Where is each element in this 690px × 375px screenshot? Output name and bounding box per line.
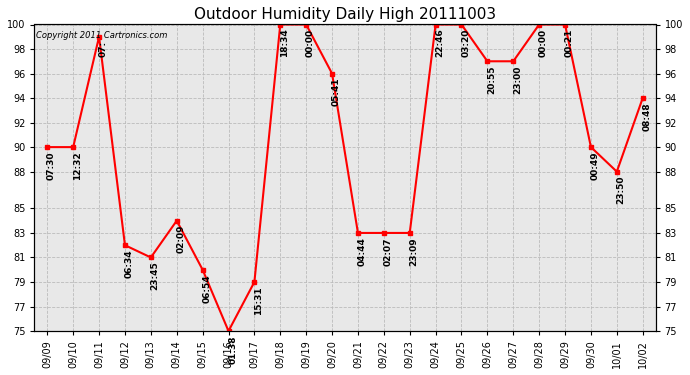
- Text: 07:: 07:: [99, 41, 108, 57]
- Title: Outdoor Humidity Daily High 20111003: Outdoor Humidity Daily High 20111003: [194, 7, 496, 22]
- Text: 00:21: 00:21: [564, 28, 573, 57]
- Text: 07:30: 07:30: [47, 151, 56, 180]
- Text: 00:00: 00:00: [306, 28, 315, 57]
- Text: 08:48: 08:48: [642, 102, 651, 131]
- Text: 02:09: 02:09: [177, 225, 186, 254]
- Text: 02:07: 02:07: [384, 237, 393, 266]
- Text: 06:34: 06:34: [125, 249, 134, 278]
- Text: 03:20: 03:20: [461, 28, 470, 57]
- Text: 01:38: 01:38: [228, 335, 237, 364]
- Text: Copyright 2011 Cartronics.com: Copyright 2011 Cartronics.com: [36, 31, 167, 40]
- Text: 23:50: 23:50: [616, 176, 626, 204]
- Text: 22:46: 22:46: [435, 28, 444, 57]
- Text: 04:44: 04:44: [357, 237, 366, 266]
- Text: 18:34: 18:34: [280, 28, 289, 57]
- Text: 23:45: 23:45: [150, 262, 159, 290]
- Text: 23:00: 23:00: [513, 66, 522, 94]
- Text: 15:31: 15:31: [254, 286, 263, 315]
- Text: 00:49: 00:49: [591, 151, 600, 180]
- Text: 06:54: 06:54: [202, 274, 211, 303]
- Text: 12:32: 12:32: [73, 151, 82, 180]
- Text: 05:41: 05:41: [332, 78, 341, 106]
- Text: 23:09: 23:09: [409, 237, 418, 266]
- Text: 00:00: 00:00: [539, 28, 548, 57]
- Text: 20:55: 20:55: [487, 66, 496, 94]
